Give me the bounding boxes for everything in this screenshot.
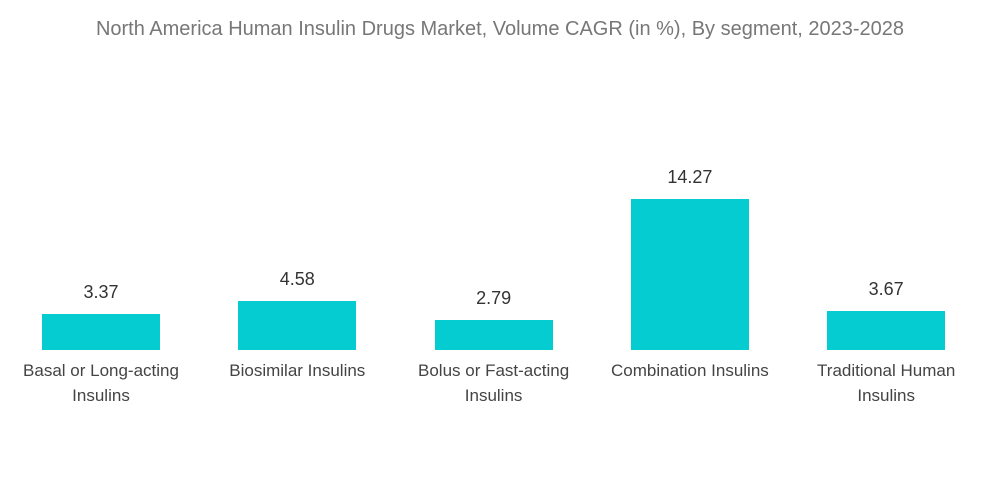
x-tick-label: Bolus or Fast-acting Insulins xyxy=(418,361,570,405)
value-label: 3.37 xyxy=(83,282,119,303)
bar xyxy=(238,301,357,350)
value-label: 3.67 xyxy=(868,279,904,300)
value-label: 2.79 xyxy=(476,288,512,309)
x-tick-label: Biosimilar Insulins xyxy=(229,361,366,380)
bar xyxy=(42,314,160,350)
x-tick-label: Basal or Long-acting Insulins xyxy=(23,361,179,405)
value-label: 4.58 xyxy=(279,269,315,290)
chart-title: North America Human Insulin Drugs Market… xyxy=(95,18,905,40)
bar xyxy=(434,320,553,350)
value-label: 14.27 xyxy=(667,166,713,187)
bar xyxy=(630,198,749,350)
x-tick-label: Traditional Human Insulins xyxy=(817,361,956,405)
x-tick-label: Combination Insulins xyxy=(610,361,769,380)
bar xyxy=(827,311,946,350)
